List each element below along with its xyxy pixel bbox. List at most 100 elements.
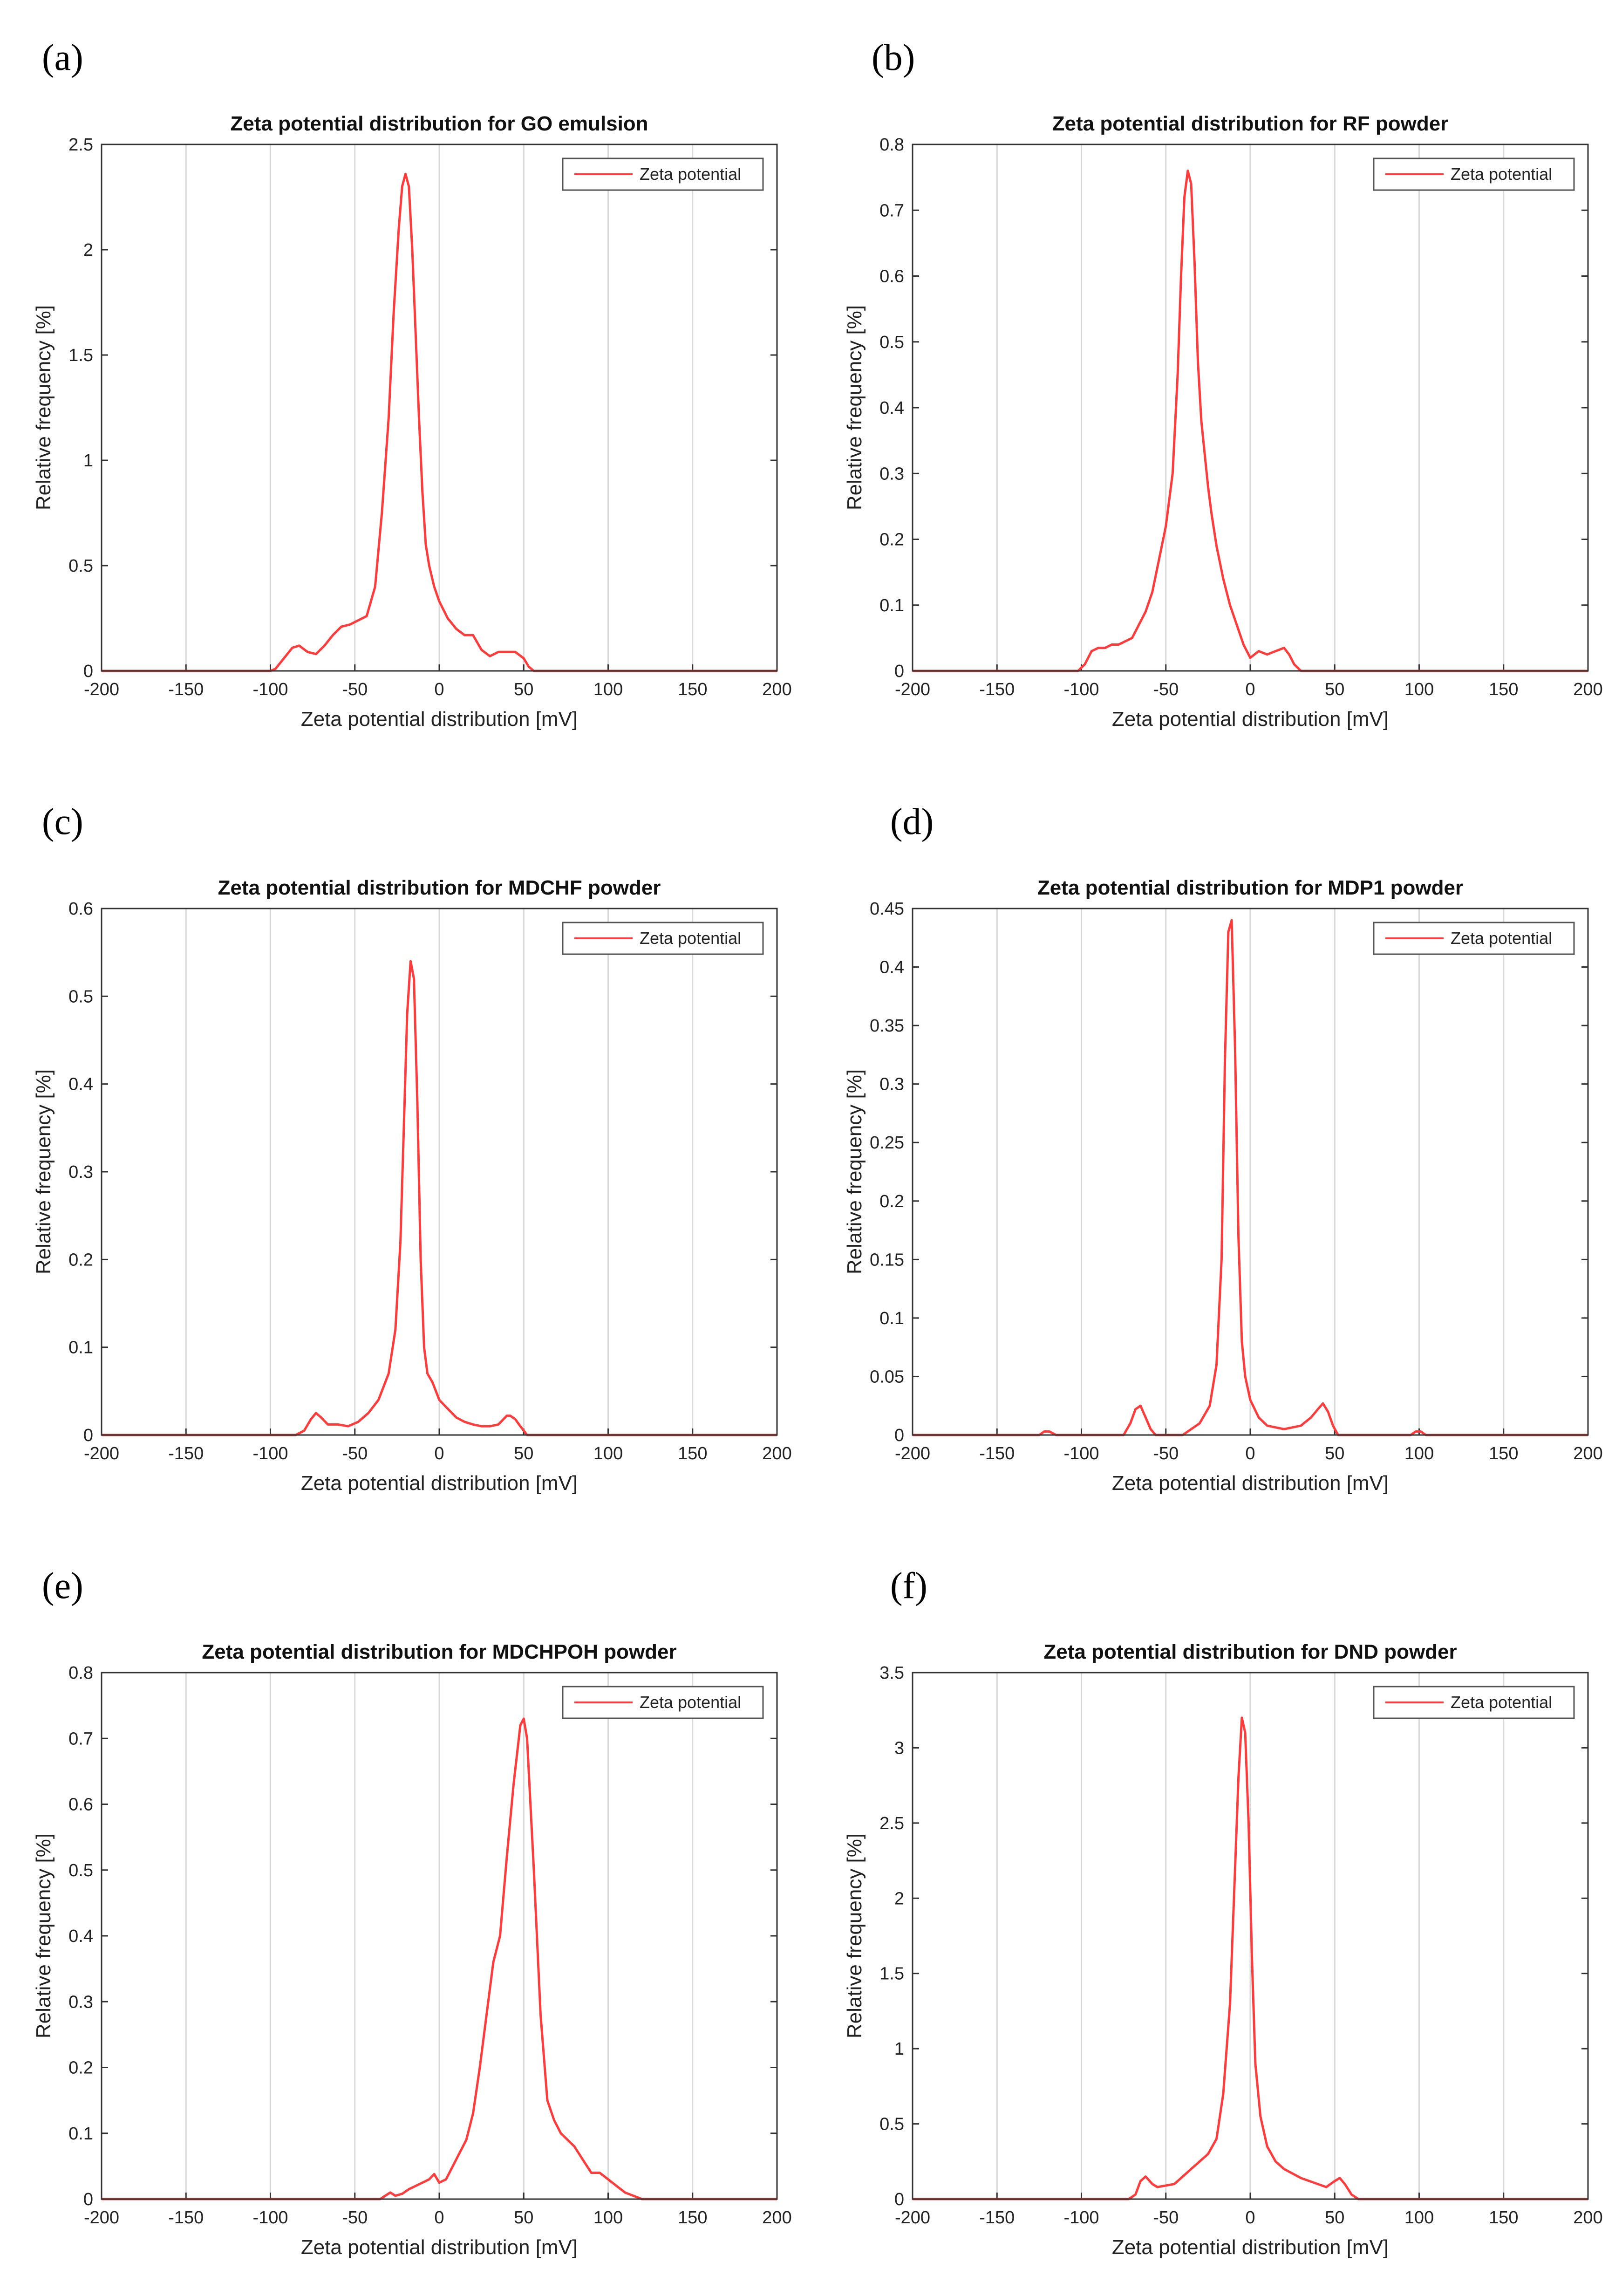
x-tick-label: 100	[1404, 1444, 1434, 1463]
chart-title: Zeta potential distribution for MDP1 pow…	[1037, 876, 1463, 899]
y-axis-label: Relative frequency [%]	[32, 1069, 55, 1274]
x-axis-label: Zeta potential distribution [mV]	[1112, 1472, 1389, 1495]
chart-title: Zeta potential distribution for GO emuls…	[230, 112, 648, 135]
x-tick-label: 0	[434, 1444, 444, 1463]
x-tick-label: 200	[762, 680, 791, 699]
y-tick-label: 0.5	[879, 2115, 904, 2134]
y-tick-label: 0	[83, 1426, 93, 1445]
x-tick-label: 100	[593, 1444, 623, 1463]
x-tick-label: 150	[1489, 1444, 1518, 1463]
plot-area: -200 -150 -100 -50 0 50 100 150 200 0 0.5 1 1.5 2 2.5 3…	[879, 1663, 1603, 2228]
axes-frame	[101, 144, 778, 672]
panel-label: (e)	[42, 1565, 83, 1606]
y-tick-label: 0.5	[68, 1861, 93, 1880]
y-tick-label: 3.5	[879, 1663, 904, 1683]
axes-frame	[101, 1672, 778, 2200]
x-tick-label: 0	[1245, 2208, 1255, 2228]
x-tick-label: -150	[168, 1444, 204, 1463]
y-tick-label: 0.1	[879, 1309, 904, 1328]
y-axis-label: Relative frequency [%]	[32, 305, 55, 510]
x-tick-label: 200	[1573, 2208, 1602, 2228]
x-tick-label: 50	[514, 680, 533, 699]
axes-frame	[101, 908, 778, 1436]
y-tick-label: 0.2	[68, 1250, 93, 1270]
y-tick-label: 2.5	[879, 1814, 904, 1833]
panel-b: (b) Zeta potential distribution for RF p…	[843, 37, 1603, 731]
y-tick-label: 0.2	[68, 2058, 93, 2078]
legend-label: Zeta potential	[1451, 164, 1552, 184]
x-tick-label: -200	[895, 2208, 930, 2228]
y-tick-label: 0.3	[879, 1075, 904, 1094]
y-tick-label: 0.3	[68, 1162, 93, 1182]
y-tick-label: 0.4	[879, 398, 904, 418]
y-tick-label: 0.1	[68, 2124, 93, 2144]
x-tick-label: -50	[342, 2208, 368, 2228]
x-tick-label: -100	[252, 1444, 288, 1463]
legend: Zeta potential	[562, 1686, 764, 1719]
y-tick-label: 0.4	[879, 958, 904, 977]
y-tick-label: 2.5	[68, 135, 93, 155]
y-tick-label: 0.5	[68, 556, 93, 576]
x-tick-label: 150	[1489, 2208, 1518, 2228]
panel-label: (b)	[872, 37, 915, 78]
x-tick-label: 100	[593, 680, 623, 699]
panel-d: (d) Zeta potential distribution for MDP1…	[843, 801, 1603, 1495]
x-tick-label: -200	[895, 1444, 930, 1463]
y-axis-label: Relative frequency [%]	[843, 305, 866, 510]
y-tick-label: 0.5	[68, 987, 93, 1006]
x-tick-label: -100	[1063, 2208, 1099, 2228]
x-tick-label: -150	[979, 2208, 1015, 2228]
x-axis-label: Zeta potential distribution [mV]	[301, 708, 578, 731]
x-tick-label: 150	[1489, 680, 1518, 699]
panel-label: (f)	[890, 1565, 927, 1606]
x-tick-label: 50	[1325, 680, 1344, 699]
y-tick-label: 0.1	[879, 596, 904, 615]
y-axis-label: Relative frequency [%]	[843, 1069, 866, 1274]
x-tick-label: -200	[895, 680, 930, 699]
x-tick-label: 50	[514, 2208, 533, 2228]
legend-box	[562, 1686, 764, 1719]
x-tick-label: 50	[1325, 2208, 1344, 2228]
y-tick-label: 1	[83, 451, 93, 471]
y-tick-label: 0.3	[879, 464, 904, 484]
plot-area: -200 -150 -100 -50 0 50 100 150 200 0 0.5 1 1.5 2 2.5	[68, 135, 792, 699]
axes-frame	[912, 908, 1589, 1436]
x-tick-label: 0	[434, 2208, 444, 2228]
y-tick-label: 0	[83, 662, 93, 681]
y-tick-label: 0	[894, 1426, 904, 1445]
y-tick-label: 1.5	[68, 346, 93, 365]
plot-area: -200 -150 -100 -50 0 50 100 150 200 0 0.1 0.2 0.3 0.4…	[68, 899, 792, 1463]
x-axis-label: Zeta potential distribution [mV]	[301, 2236, 578, 2259]
y-tick-label: 2	[894, 1889, 904, 1908]
x-tick-label: 50	[1325, 1444, 1344, 1463]
series-line	[102, 1717, 777, 2200]
x-tick-label: -150	[979, 680, 1015, 699]
x-tick-label: -100	[252, 680, 288, 699]
plot-area: -200 -150 -100 -50 0 50 100 150 200 0 0.05 0.1 0.15 0…	[870, 899, 1603, 1463]
y-tick-label: 0.6	[879, 267, 904, 287]
axes-frame	[912, 144, 1589, 672]
x-tick-label: 150	[678, 2208, 707, 2228]
y-tick-label: 1	[894, 2039, 904, 2059]
y-tick-label: 0.05	[870, 1367, 904, 1387]
series-line	[913, 170, 1588, 672]
y-tick-label: 0.3	[68, 1992, 93, 2012]
x-tick-label: 100	[1404, 680, 1434, 699]
x-tick-label: 0	[1245, 1444, 1255, 1463]
y-tick-label: 0.5	[879, 333, 904, 352]
x-tick-label: -50	[1153, 1444, 1179, 1463]
y-tick-label: 0.15	[870, 1250, 904, 1270]
x-tick-label: 200	[1573, 680, 1602, 699]
plot-area: -200 -150 -100 -50 0 50 100 150 200 0 0.1 0.2 0.3 0.4…	[879, 135, 1603, 699]
y-tick-label: 0.7	[68, 1729, 93, 1749]
y-tick-label: 0.6	[68, 1795, 93, 1815]
y-tick-label: 0.2	[879, 1192, 904, 1211]
y-tick-label: 2	[83, 240, 93, 260]
series-line	[102, 960, 777, 1436]
y-tick-label: 1.5	[879, 1964, 904, 1984]
y-tick-label: 0.35	[870, 1016, 904, 1036]
x-tick-label: 0	[434, 680, 444, 699]
x-tick-label: 200	[762, 1444, 791, 1463]
y-tick-label: 0.45	[870, 899, 904, 919]
x-tick-label: -50	[342, 680, 368, 699]
